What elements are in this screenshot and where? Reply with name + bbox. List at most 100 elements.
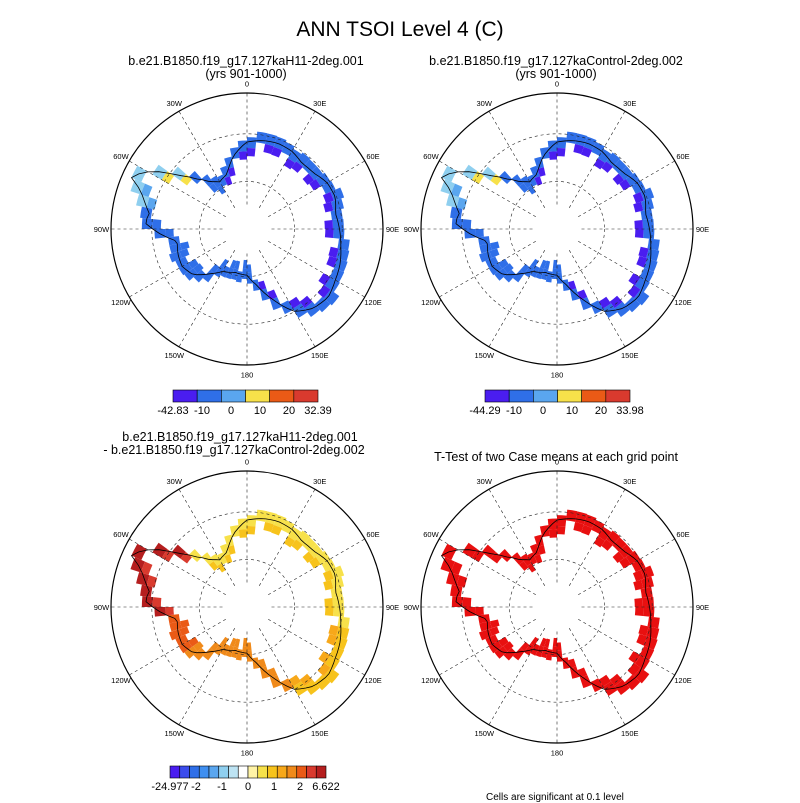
longitude-label: 120W xyxy=(421,298,442,307)
grid-cell xyxy=(165,229,174,238)
grid-cell xyxy=(302,537,317,552)
grid-cell xyxy=(269,296,282,311)
grid-cell xyxy=(214,265,225,278)
meridian-line xyxy=(439,618,536,676)
colorbar-swatch xyxy=(315,765,327,779)
grid-cell xyxy=(624,296,641,313)
grid-cell xyxy=(179,626,190,636)
grid-cell xyxy=(258,658,267,669)
grid-cell xyxy=(618,544,633,559)
longitude-label: 0 xyxy=(245,457,249,466)
grid-cell xyxy=(242,259,247,269)
grid-cell xyxy=(479,250,493,263)
grid-cell xyxy=(214,643,225,656)
meridian-line xyxy=(578,538,675,596)
grid-cell xyxy=(265,511,278,525)
polar-map-panel-4: 0 30E 60E 90E 120E 150E 180 150W 120W 90W 60W 30W xyxy=(404,457,709,757)
grid-cell xyxy=(544,638,551,648)
grid-cell xyxy=(568,280,577,291)
data-cells xyxy=(440,131,660,319)
longitude-label: 120E xyxy=(674,676,692,685)
grid-cell xyxy=(581,524,593,536)
grid-cell xyxy=(241,645,247,658)
grid-cell xyxy=(628,273,641,286)
meridian-line xyxy=(258,489,316,586)
longitude-label: 90W xyxy=(404,225,420,234)
grid-cell xyxy=(184,646,198,659)
grid-cell xyxy=(524,643,535,656)
grid-cell xyxy=(481,544,496,559)
longitude-label: 120W xyxy=(111,298,132,307)
grid-cell xyxy=(328,246,339,258)
grid-cell xyxy=(498,636,509,647)
colorbar-label: 20 xyxy=(283,405,295,417)
grid-cell xyxy=(511,552,524,565)
longitude-label: 120W xyxy=(421,676,442,685)
grid-cell xyxy=(287,526,302,541)
colorbar-swatch xyxy=(179,765,190,779)
grid-cell xyxy=(635,277,650,293)
grid-cell xyxy=(328,624,339,636)
longitude-label: 30E xyxy=(623,99,636,108)
grid-cell xyxy=(612,159,627,174)
grid-cell xyxy=(456,575,468,588)
grid-cell xyxy=(304,679,320,696)
grid-cell xyxy=(537,545,546,555)
colorbar-swatch xyxy=(228,765,239,779)
panel2-title-line2: (yrs 901-1000) xyxy=(515,67,597,81)
grid-cell xyxy=(322,569,334,582)
grid-cell xyxy=(323,667,340,684)
colorbar-swatch xyxy=(269,389,295,403)
grid-cell xyxy=(640,208,653,221)
grid-cell xyxy=(322,191,334,204)
grid-cell xyxy=(640,586,653,599)
grid-cell xyxy=(557,147,566,157)
grid-cell xyxy=(548,529,557,538)
grid-cell xyxy=(299,295,313,309)
longitude-label: 0 xyxy=(555,79,559,88)
main-title: ANN TSOI Level 4 (C) xyxy=(296,18,504,41)
grid-cell xyxy=(288,674,302,687)
map-border xyxy=(110,92,384,366)
meridian-line xyxy=(268,240,365,298)
grid-cell xyxy=(551,645,557,658)
grid-cell xyxy=(323,289,340,306)
grid-cell xyxy=(330,208,343,221)
meridian-line xyxy=(439,240,536,298)
grid-cell xyxy=(573,143,584,155)
grid-cell xyxy=(636,633,648,646)
grid-cell xyxy=(593,158,606,170)
grid-cell xyxy=(552,259,557,269)
grid-cell xyxy=(634,607,644,617)
colorbar-swatch xyxy=(533,389,558,403)
grid-cell xyxy=(296,530,311,545)
grid-cell xyxy=(598,674,612,687)
grid-cell xyxy=(229,147,240,160)
grid-cell xyxy=(265,133,278,147)
grid-cell xyxy=(529,543,540,557)
grid-cell xyxy=(527,563,536,573)
grid-cell xyxy=(309,556,321,569)
longitude-label: 150W xyxy=(474,729,495,738)
grid-cell xyxy=(241,267,247,280)
grid-cell xyxy=(485,634,499,647)
grid-cell xyxy=(291,161,303,173)
longitude-label: 30W xyxy=(477,99,493,108)
grid-cell xyxy=(175,256,189,269)
grid-cell xyxy=(537,167,546,177)
data-cells xyxy=(130,131,350,319)
meridian-line xyxy=(129,618,226,676)
grid-cell xyxy=(519,561,529,571)
grid-cell xyxy=(314,674,331,691)
grid-cell xyxy=(557,137,567,149)
grid-cell xyxy=(140,183,153,198)
grid-cell xyxy=(238,151,247,160)
grid-cell xyxy=(481,166,496,181)
longitude-label: 120E xyxy=(674,298,692,307)
grid-cell xyxy=(635,655,650,671)
grid-cell xyxy=(230,268,239,281)
colorbar-label: -2 xyxy=(191,781,201,793)
grid-cell xyxy=(540,646,549,659)
grid-cell xyxy=(333,229,345,240)
longitude-label: 90W xyxy=(404,603,420,612)
